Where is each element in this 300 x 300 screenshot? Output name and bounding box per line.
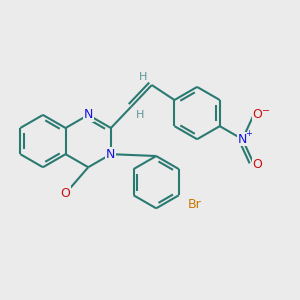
- Text: H: H: [139, 72, 147, 82]
- Text: N: N: [238, 133, 247, 146]
- Text: O: O: [253, 108, 262, 121]
- Text: Br: Br: [188, 198, 201, 211]
- Text: N: N: [84, 108, 93, 122]
- Text: O: O: [253, 158, 262, 171]
- Text: N: N: [106, 148, 116, 161]
- Text: O: O: [61, 187, 70, 200]
- Text: H: H: [136, 110, 144, 120]
- Text: +: +: [245, 129, 252, 138]
- Text: −: −: [262, 106, 270, 116]
